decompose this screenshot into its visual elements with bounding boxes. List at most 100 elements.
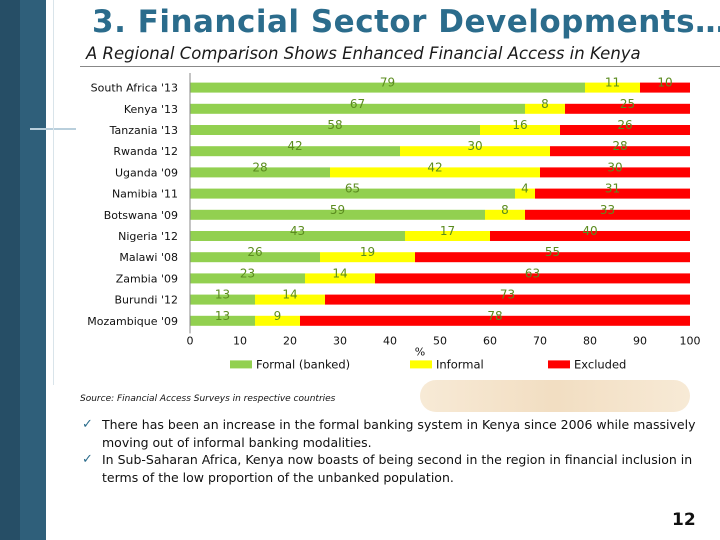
bar-segment-formal [190, 167, 330, 178]
legend-label: Informal [436, 357, 484, 371]
bar-segment-excluded [540, 167, 690, 178]
category-label: Uganda '09 [115, 166, 178, 179]
data-label: 43 [290, 224, 305, 238]
data-label: 23 [240, 266, 255, 280]
bar-segment-excluded [550, 146, 690, 157]
data-label: 14 [282, 288, 297, 302]
bar-segment-informal [480, 125, 560, 135]
data-label: 26 [617, 118, 632, 132]
bar-segment-informal [515, 188, 535, 199]
x-tick-label: 70 [533, 334, 547, 347]
data-label: 11 [605, 76, 620, 90]
x-tick-label: 90 [633, 334, 647, 347]
bar-segment-formal [190, 188, 515, 199]
category-label: Zambia '09 [116, 272, 178, 285]
bar-segment-informal [255, 315, 300, 326]
data-label: 31 [605, 182, 620, 196]
stacked-bar-chart: South Africa '13 79 11 10 Kenya '13 67 8 25 Tanz… [87, 73, 701, 371]
bar-segment-informal [305, 273, 375, 284]
data-label: 65 [345, 182, 360, 196]
bullet-text: In Sub-Saharan Africa, Kenya now boasts … [102, 452, 693, 485]
data-label: 8 [541, 97, 549, 111]
bar-segment-informal [255, 294, 325, 305]
watermark-logo [420, 380, 690, 412]
data-label: 42 [427, 160, 442, 174]
category-label: Burundi '12 [114, 294, 178, 307]
bar-segment-excluded [300, 315, 690, 326]
data-label: 8 [501, 203, 509, 217]
bullet-list: ✓ There has been an increase in the form… [82, 416, 707, 486]
legend-swatch [230, 360, 252, 369]
data-label: 30 [607, 160, 622, 174]
data-label: 28 [612, 139, 627, 153]
x-axis-label: % [415, 345, 425, 358]
bar-segment-informal [330, 167, 540, 178]
data-label: 67 [350, 97, 365, 111]
bar-segment-formal [190, 103, 525, 114]
page-number: 12 [672, 510, 696, 530]
bar-segment-formal [190, 294, 255, 305]
bar-segment-formal [190, 315, 255, 326]
category-label: Tanzania '13 [109, 124, 178, 137]
category-label: Malawi '08 [119, 251, 178, 264]
left-decorative-band [0, 0, 46, 540]
category-label: Rwanda '12 [113, 145, 178, 158]
data-label: 78 [487, 309, 502, 323]
x-tick-label: 40 [383, 334, 397, 347]
data-label: 42 [287, 139, 302, 153]
data-label: 59 [330, 203, 345, 217]
bar-segment-formal [190, 231, 405, 241]
checkmark-icon: ✓ [82, 417, 93, 432]
x-tick-label: 0 [187, 334, 194, 347]
data-label: 33 [600, 203, 615, 217]
category-label: Kenya '13 [124, 103, 178, 116]
x-tick-label: 100 [680, 334, 701, 347]
bar-segment-excluded [535, 188, 690, 199]
category-label: Namibia '11 [112, 188, 178, 201]
bullet-item: ✓ There has been an increase in the form… [82, 416, 707, 451]
category-label: Botswana '09 [104, 209, 178, 222]
bar-segment-formal [190, 82, 585, 93]
bar-segment-formal [190, 125, 480, 135]
data-label: 19 [360, 245, 375, 259]
data-label: 30 [467, 139, 482, 153]
data-label: 10 [657, 76, 672, 90]
bar-segment-informal [320, 252, 415, 263]
data-label: 13 [215, 288, 230, 302]
data-label: 4 [521, 182, 529, 196]
bar-segment-excluded [565, 103, 690, 114]
x-tick-label: 50 [433, 334, 447, 347]
left-band-inner [0, 0, 20, 540]
bar-segment-excluded [415, 252, 690, 263]
bar-segment-excluded [640, 82, 690, 93]
x-tick-label: 80 [583, 334, 597, 347]
chart-source: Source: Financial Access Surveys in resp… [80, 394, 336, 404]
bar-segment-excluded [490, 231, 690, 241]
slide-subtitle: A Regional Comparison Shows Enhanced Fin… [86, 44, 641, 63]
bar-segment-informal [400, 146, 550, 157]
bar-segment-informal [585, 82, 640, 93]
data-label: 14 [332, 266, 347, 280]
bar-segment-formal [190, 273, 305, 284]
bar-segment-excluded [525, 209, 690, 220]
category-label: South Africa '13 [91, 82, 178, 95]
x-tick-label: 60 [483, 334, 497, 347]
data-label: 40 [582, 224, 597, 238]
data-label: 28 [252, 160, 267, 174]
bullet-item: ✓ In Sub-Saharan Africa, Kenya now boast… [82, 451, 707, 486]
data-label: 16 [512, 118, 527, 132]
bar-segment-formal [190, 209, 485, 220]
legend-swatch [410, 360, 432, 369]
data-label: 63 [525, 266, 540, 280]
bullet-text: There has been an increase in the formal… [102, 417, 696, 450]
chart-frame: South Africa '13 79 11 10 Kenya '13 67 8 25 Tanz… [80, 66, 720, 393]
data-label: 13 [215, 309, 230, 323]
bar-segment-excluded [325, 294, 690, 305]
data-label: 9 [274, 309, 282, 323]
decorative-vertical-line [53, 0, 54, 385]
category-label: Mozambique '09 [87, 315, 178, 328]
bar-segment-formal [190, 252, 320, 263]
legend-swatch [548, 360, 570, 369]
data-label: 25 [620, 97, 635, 111]
data-label: 79 [380, 76, 395, 90]
